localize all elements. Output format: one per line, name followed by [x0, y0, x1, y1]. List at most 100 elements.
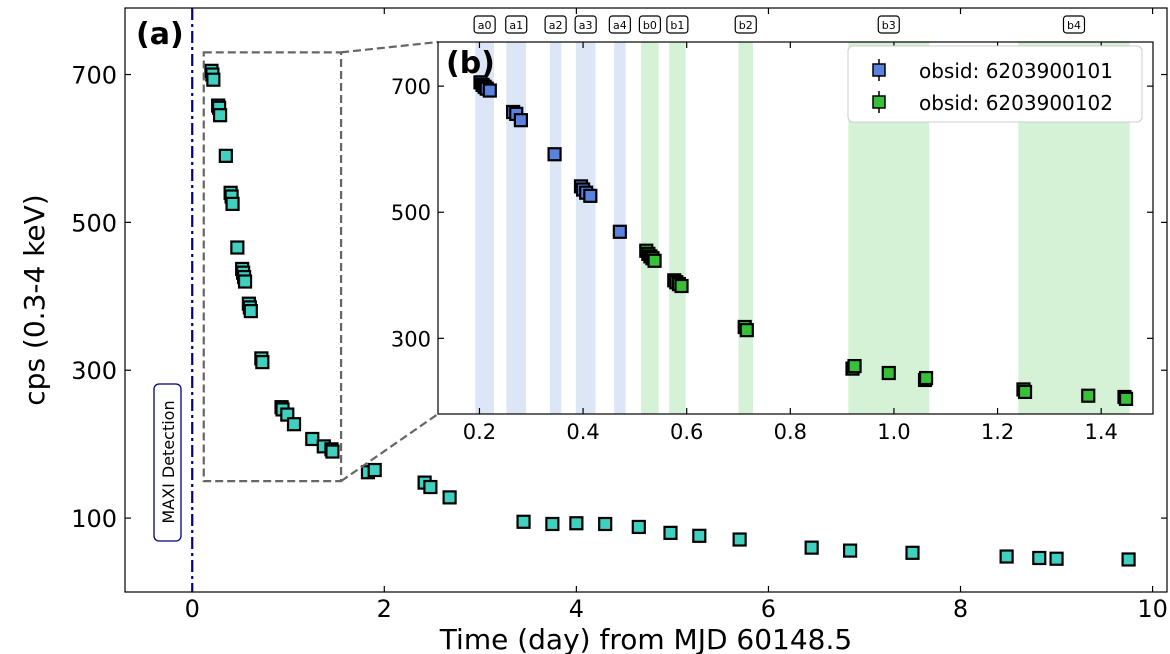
- x-tick-label: 6: [761, 595, 776, 623]
- data-point: [243, 303, 258, 319]
- band-label-box: [473, 15, 496, 34]
- inset-y-tick-label: 500: [391, 201, 431, 225]
- x-tick-label: 2: [377, 595, 392, 623]
- series-1-point: [513, 113, 528, 128]
- panel-label-a: (a): [136, 17, 184, 52]
- data-point: [631, 519, 646, 535]
- inset-x-tick-label: 1.0: [877, 420, 910, 444]
- band-label-box: [734, 15, 757, 34]
- data-point: [255, 354, 270, 370]
- band-label-box: [877, 15, 900, 34]
- band-a0: [475, 42, 494, 414]
- zoom-connector-bottom: [340, 413, 439, 483]
- x-tick-label: 0: [185, 595, 200, 623]
- legend-swatch-series-2: [872, 95, 886, 109]
- x-tick-label: 10: [1137, 595, 1168, 623]
- series-2-point: [881, 365, 896, 381]
- band-label-box: [1062, 15, 1086, 34]
- legend-label-series-1: obsid: 6203900101: [919, 59, 1113, 83]
- x-axis-title: Time (day) from MJD 60148.5: [439, 623, 852, 654]
- series-2-point: [647, 253, 662, 268]
- band-a3: [575, 42, 596, 414]
- data-point: [218, 148, 233, 163]
- data-point: [1121, 552, 1136, 567]
- y-axis-title: cps (0.3-4 keV): [18, 194, 51, 405]
- band-label-box: [544, 15, 567, 34]
- band-a2: [549, 42, 562, 414]
- series-1-point: [482, 83, 497, 98]
- zoom-box: [202, 51, 343, 483]
- inset-x-tick-label: 1.4: [1084, 420, 1117, 444]
- inset-x-tick-label: 1.2: [981, 420, 1014, 444]
- data-point: [732, 532, 747, 547]
- data-point: [206, 72, 221, 87]
- series-2-point: [674, 278, 689, 294]
- band-label: a0: [478, 19, 492, 32]
- main-panel: 0 2 4 6 8 10 100 300 500 700 MAXI Detection (a) T…: [18, 7, 1168, 654]
- data-point: [569, 516, 584, 531]
- y-tick-label: 100: [71, 505, 117, 533]
- data-point: [999, 549, 1014, 564]
- zoom-connector-top: [340, 40, 439, 54]
- data-point: [545, 516, 560, 532]
- band-label: a2: [549, 19, 563, 32]
- panel-label-b: (b): [446, 46, 495, 81]
- band-label-box: [574, 15, 597, 34]
- inset-x-tick-label: 0.4: [566, 420, 599, 444]
- data-point: [325, 444, 340, 459]
- band-label-box: [638, 15, 662, 34]
- band-label: a1: [509, 19, 523, 32]
- inset-y-tick-label: 300: [391, 327, 431, 351]
- data-point: [286, 417, 302, 432]
- band-label-box: [505, 15, 528, 34]
- series-1-point: [612, 224, 627, 239]
- data-point: [237, 274, 253, 289]
- inset-panel: a0 a1 a2 a3 a4 b0 b1 b2 b3 b4 0.2 0.4 0.6 0.8 1.0 1.2 1…: [391, 15, 1154, 444]
- inset-ticks: 0.2 0.4 0.6 0.8 1.0 1.2 1.4 300 500 700: [391, 42, 1153, 444]
- series-2-point: [1118, 391, 1134, 406]
- band-label: b0: [643, 19, 657, 32]
- data-point: [1032, 550, 1047, 566]
- y-tick-label: 300: [71, 357, 117, 385]
- x-tick-label: 8: [953, 595, 968, 623]
- data-point: [423, 479, 438, 495]
- data-point: [692, 528, 707, 543]
- band-b2: [738, 42, 754, 414]
- inset-band-labels: a0 a1 a2 a3 a4 b0 b1 b2 b3 b4: [473, 15, 1086, 34]
- y-tick-label: 700: [71, 62, 117, 90]
- band-a1: [506, 42, 527, 414]
- data-point: [442, 490, 457, 505]
- detection-label-text: MAXI Detection: [159, 400, 178, 523]
- inset-x-tick-label: 0.8: [774, 420, 807, 444]
- legend-entry-series-1: obsid: 6203900101: [872, 59, 1113, 83]
- data-point: [804, 540, 819, 555]
- data-point: [516, 514, 531, 529]
- data-point: [905, 545, 920, 560]
- data-point: [663, 525, 678, 540]
- main-data-points: [204, 63, 1136, 567]
- x-tick-label: 4: [569, 595, 584, 623]
- series-1-point: [547, 147, 562, 162]
- band-label: b4: [1067, 19, 1081, 32]
- band-label: b2: [739, 19, 753, 32]
- inset-plot-frame: [437, 41, 1154, 415]
- band-b1: [669, 42, 686, 414]
- data-point: [1049, 551, 1064, 566]
- data-point: [212, 108, 228, 123]
- band-label-box: [666, 15, 689, 34]
- series-2-point: [1081, 388, 1096, 403]
- band-label: b3: [882, 19, 896, 32]
- data-point: [305, 431, 320, 447]
- main-ticks: 0 2 4 6 8 10 100 300 500 700: [71, 8, 1168, 623]
- series-2-point: [918, 370, 934, 386]
- data-point: [367, 462, 382, 478]
- legend-label-series-2: obsid: 6203900102: [919, 91, 1113, 115]
- y-tick-label: 500: [71, 209, 117, 237]
- band-b0: [641, 42, 659, 414]
- inset-y-tick-label: 700: [391, 75, 431, 99]
- inset-x-tick-label: 0.2: [463, 420, 496, 444]
- detection-label: MAXI Detection: [153, 383, 182, 542]
- legend-entry-series-2: obsid: 6203900102: [872, 91, 1113, 115]
- band-label-box: [608, 15, 631, 34]
